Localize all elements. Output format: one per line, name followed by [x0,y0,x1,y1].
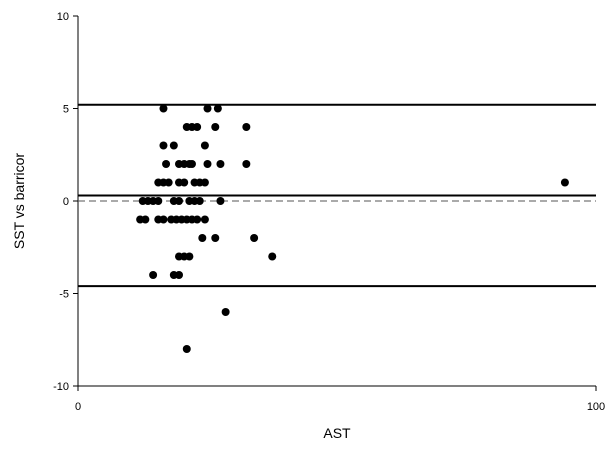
reference-lines [78,103,596,288]
data-point [200,178,209,187]
data-point [162,160,171,168]
x-axis-title: AST [323,425,351,441]
data-point [242,160,251,168]
data-point [242,123,251,131]
data-point [164,178,173,187]
data-point [198,234,207,242]
y-tick-label: 0 [63,196,69,208]
data-point [268,252,277,261]
data-point [180,178,189,187]
data-point [200,215,209,224]
data-point [200,141,209,150]
y-tick-label: 5 [63,104,69,116]
data-point [211,234,220,242]
data-point [159,104,168,113]
data-point [159,141,168,150]
data-point [185,252,194,261]
data-point [203,104,212,113]
data-point [211,123,220,131]
data-points [136,104,569,353]
data-point [159,215,168,224]
data-point [193,123,202,131]
x-ticks: 0 100 [75,386,605,413]
x-tick-label: 0 [75,401,81,413]
data-point [250,234,259,242]
y-tick-label: -10 [53,381,69,393]
data-point [175,197,184,205]
data-point [149,271,158,279]
data-point [175,271,184,279]
data-point [187,160,196,168]
data-point [216,160,225,168]
data-point [195,197,204,205]
y-axis-title: SST vs barricor [11,153,27,250]
data-point [154,197,163,205]
data-point [221,308,230,316]
y-tick-label: 10 [57,11,69,23]
y-tick-label: -5 [59,289,69,301]
data-point [182,345,191,353]
y-ticks: -10 -5 0 5 10 [53,11,78,393]
data-point [193,215,202,224]
data-point [141,215,150,224]
data-point [213,104,222,113]
data-point [203,160,212,168]
x-tick-label: 100 [587,401,605,413]
data-point [169,141,178,150]
data-point [216,197,225,205]
data-point [560,178,569,187]
